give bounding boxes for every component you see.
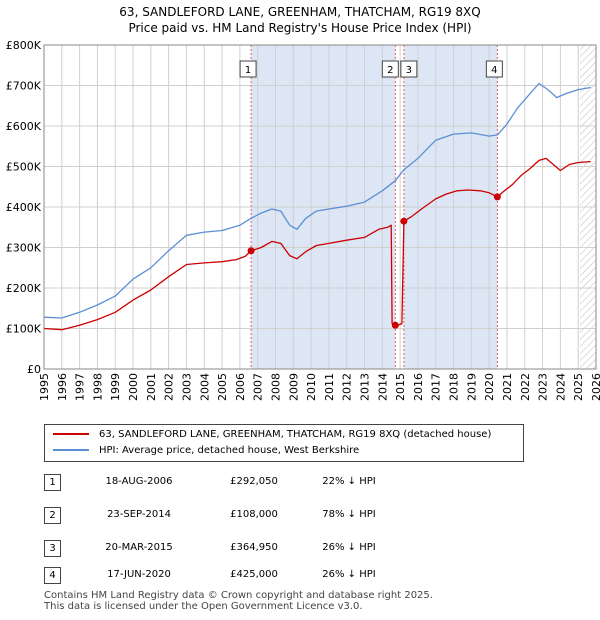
chart-title-line2: Price paid vs. HM Land Registry's House …: [128, 21, 472, 35]
legend-label-property: 63, SANDLEFORD LANE, GREENHAM, THATCHAM,…: [99, 429, 492, 440]
x-tick-label: 1997: [74, 373, 87, 401]
x-tick-label: 2025: [572, 373, 585, 401]
sale-number-label: 3: [406, 65, 412, 76]
x-tick-label: 2002: [163, 373, 176, 401]
legend-swatch-property: [53, 433, 89, 435]
transaction-date: 17-JUN-2020: [107, 569, 171, 580]
x-tick-label: 2018: [448, 373, 461, 401]
sale-point: [400, 217, 408, 225]
transaction-date: 20-MAR-2015: [105, 542, 173, 553]
transaction-date: 23-SEP-2014: [107, 509, 171, 520]
sale-point: [391, 321, 399, 329]
transaction-hpi-diff: 26% ↓ HPI: [322, 569, 376, 580]
transaction-number-badge: 3: [44, 540, 61, 557]
transaction-price: £108,000: [230, 509, 278, 520]
sale-number-label: 4: [491, 65, 497, 76]
y-tick-label: £100K: [6, 323, 42, 336]
sale-number-box: [485, 60, 503, 78]
transaction-price: £364,950: [230, 542, 278, 553]
footer-license: This data is licensed under the Open Gov…: [44, 601, 363, 612]
x-tick-label: 2016: [412, 373, 425, 401]
sale-point: [493, 193, 501, 201]
transaction-number-badge: 2: [44, 507, 61, 524]
y-tick-label: £500K: [6, 161, 42, 174]
transaction-number-badge: 1: [44, 474, 61, 491]
y-tick-label: £200K: [6, 282, 42, 295]
sale-number-box: [381, 60, 399, 78]
y-tick-label: £800K: [6, 39, 42, 52]
x-tick-label: 2010: [305, 373, 318, 401]
y-tick-label: £700K: [6, 80, 42, 93]
sale-number-label: 2: [387, 65, 393, 76]
transaction-hpi-diff: 22% ↓ HPI: [322, 476, 376, 487]
legend-item-property: 63, SANDLEFORD LANE, GREENHAM, THATCHAM,…: [53, 428, 491, 442]
x-tick-label: 2005: [216, 373, 229, 401]
transaction-price: £292,050: [230, 476, 278, 487]
legend-label-hpi: HPI: Average price, detached house, West…: [99, 445, 360, 456]
x-tick-label: 2004: [198, 373, 211, 401]
x-tick-label: 2019: [465, 373, 478, 401]
x-tick-label: 2012: [341, 373, 354, 401]
x-tick-label: 1999: [109, 373, 122, 401]
property-price-line: [43, 157, 591, 331]
x-tick-label: 2017: [430, 373, 443, 401]
transaction-hpi-diff: 26% ↓ HPI: [322, 542, 376, 553]
transaction-date: 18-AUG-2006: [105, 476, 173, 487]
y-tick-label: £300K: [6, 242, 42, 255]
plot-frame: [43, 44, 597, 370]
x-tick-label: 2006: [234, 373, 247, 401]
hpi-line: [43, 82, 591, 319]
x-tick-label: 2009: [287, 373, 300, 401]
x-tick-label: 2023: [537, 373, 550, 401]
x-tick-label: 2013: [359, 373, 372, 401]
x-tick-label: 1998: [91, 373, 104, 401]
legend-item-hpi: HPI: Average price, detached house, West…: [53, 444, 359, 458]
transaction-price: £425,000: [230, 569, 278, 580]
x-tick-label: 2000: [127, 373, 140, 401]
chart-legend: 63, SANDLEFORD LANE, GREENHAM, THATCHAM,…: [44, 424, 524, 462]
y-tick-label: £0: [27, 363, 41, 376]
legend-swatch-hpi: [53, 449, 89, 451]
transaction-hpi-diff: 78% ↓ HPI: [322, 509, 376, 520]
y-tick-label: £400K: [6, 201, 42, 214]
x-tick-label: 1996: [56, 373, 69, 401]
price-chart: 1 2 3 4 £0 £100K £200K £300K £400K £500K £600K £70…: [6, 39, 600, 401]
x-tick-label: 2014: [376, 373, 389, 401]
x-tick-label: 2020: [483, 373, 496, 401]
x-tick-label: 2008: [269, 373, 282, 401]
sale-number-box: [239, 60, 257, 78]
y-tick-label: £600K: [6, 120, 42, 133]
x-tick-label: 2007: [252, 373, 265, 401]
x-tick-label: 2026: [590, 373, 600, 401]
sale-point: [247, 247, 255, 255]
transaction-number-badge: 4: [44, 567, 61, 584]
footer-copyright: Contains HM Land Registry data © Crown c…: [44, 590, 433, 601]
sale-number-label: 1: [245, 65, 251, 76]
x-tick-label: 2015: [394, 373, 407, 401]
x-tick-label: 2024: [554, 373, 567, 401]
sale-number-box: [400, 60, 418, 78]
x-tick-label: 2022: [519, 373, 532, 401]
x-tick-label: 1995: [38, 373, 51, 401]
x-tick-label: 2003: [180, 373, 193, 401]
chart-title-line1: 63, SANDLEFORD LANE, GREENHAM, THATCHAM,…: [119, 5, 481, 19]
x-tick-label: 2001: [145, 373, 158, 401]
x-tick-label: 2021: [501, 373, 514, 401]
x-tick-label: 2011: [323, 373, 336, 401]
